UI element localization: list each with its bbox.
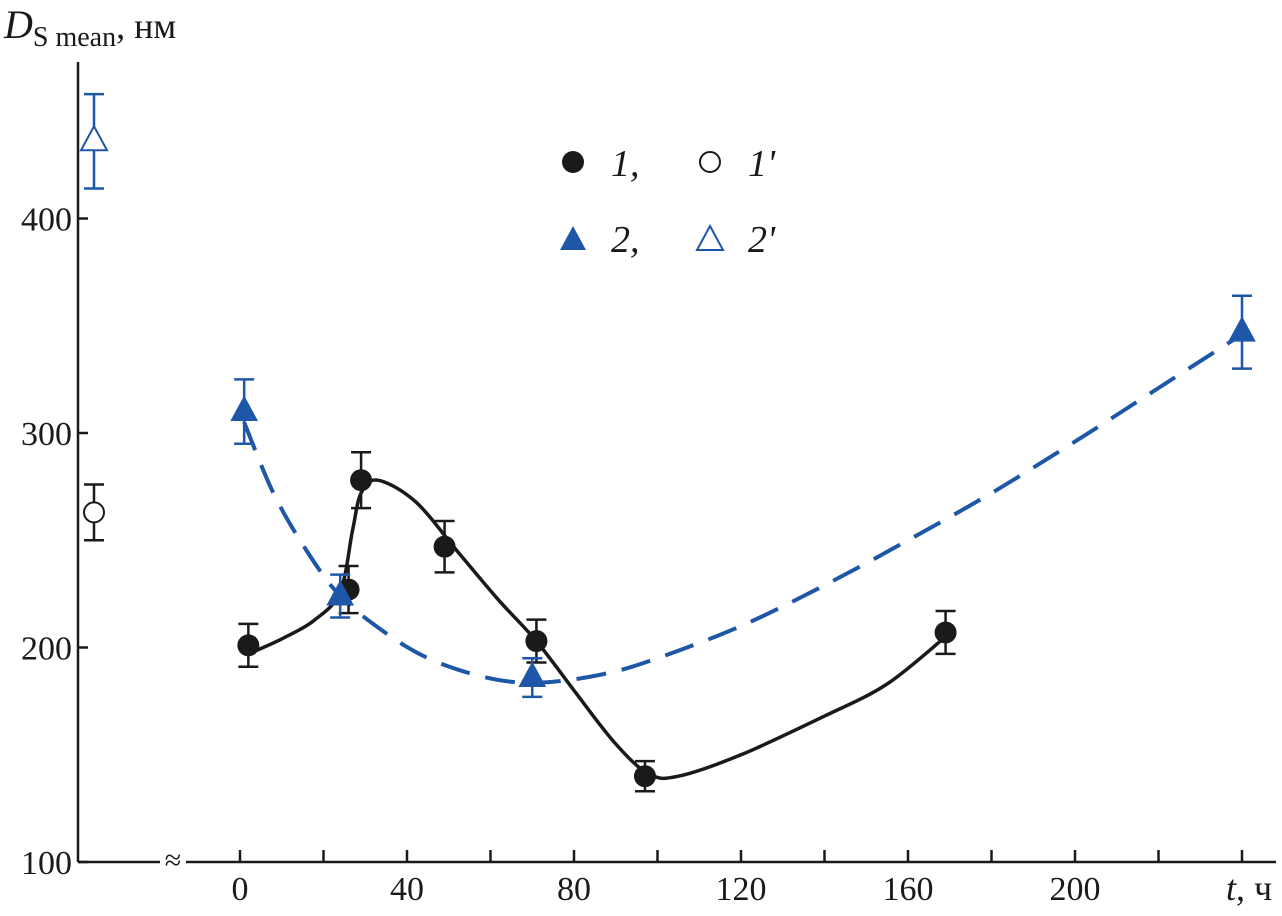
marker-series-2-2 <box>518 661 547 688</box>
markers <box>79 124 1256 788</box>
marker-series-2-0 <box>230 395 259 422</box>
legend-label-2: 2, <box>611 219 640 261</box>
legend-label-1-prime: 1' <box>748 143 776 185</box>
y-tick-label-300: 300 <box>21 416 72 453</box>
y-tick-label-100: 100 <box>21 845 72 882</box>
x-ticks: 0 40 80 120 160 200 <box>232 850 1244 908</box>
y-axis-title-unit: , нм <box>116 6 176 46</box>
x-tick-label-200: 200 <box>1050 871 1101 908</box>
marker-series-1-3 <box>433 535 456 558</box>
x-tick-label-80: 80 <box>557 871 591 908</box>
x-axis-title-main: t <box>1226 868 1237 908</box>
legend-label-1: 1, <box>611 143 640 185</box>
curves <box>242 332 1244 781</box>
curve-series-1 <box>247 478 947 781</box>
legend-marker-2-prime <box>695 223 725 251</box>
y-axis-title-sub: S mean <box>33 22 116 53</box>
curve-series-2 <box>242 332 1244 685</box>
y-ticks: 100 200 300 400 <box>21 202 88 882</box>
x-tick-label-160: 160 <box>883 871 934 908</box>
axes: ≈ <box>76 62 1276 877</box>
marker-series-2'-0 <box>79 124 109 152</box>
y-axis-title-main: D <box>3 2 33 47</box>
legend-marker-1 <box>562 151 584 173</box>
marker-series-1-6 <box>934 621 957 644</box>
marker-series-1-5 <box>633 765 656 788</box>
marker-series-1-4 <box>525 630 548 653</box>
legend-label-2-prime: 2' <box>748 219 776 261</box>
marker-series-2-1 <box>326 579 355 606</box>
x-axis-break-marker: ≈ <box>165 844 181 877</box>
x-tick-label-40: 40 <box>390 871 424 908</box>
x-tick-label-0: 0 <box>232 871 249 908</box>
x-axis-title-unit: , ч <box>1236 868 1272 908</box>
legend: 1, 1' 2, 2' <box>560 143 776 261</box>
y-tick-label-200: 200 <box>21 631 72 668</box>
marker-series-1-2 <box>350 469 373 492</box>
x-axis-title: t, ч <box>1226 868 1272 908</box>
y-tick-label-400: 400 <box>21 202 72 239</box>
marker-series-2-3 <box>1228 316 1256 342</box>
x-tick-label-120: 120 <box>716 871 767 908</box>
marker-series-1'-0 <box>83 501 105 524</box>
legend-marker-2 <box>560 226 586 250</box>
marker-series-1-0 <box>237 634 260 657</box>
legend-marker-1-prime <box>699 151 721 173</box>
y-axis-title: DS mean, нм <box>3 2 176 53</box>
